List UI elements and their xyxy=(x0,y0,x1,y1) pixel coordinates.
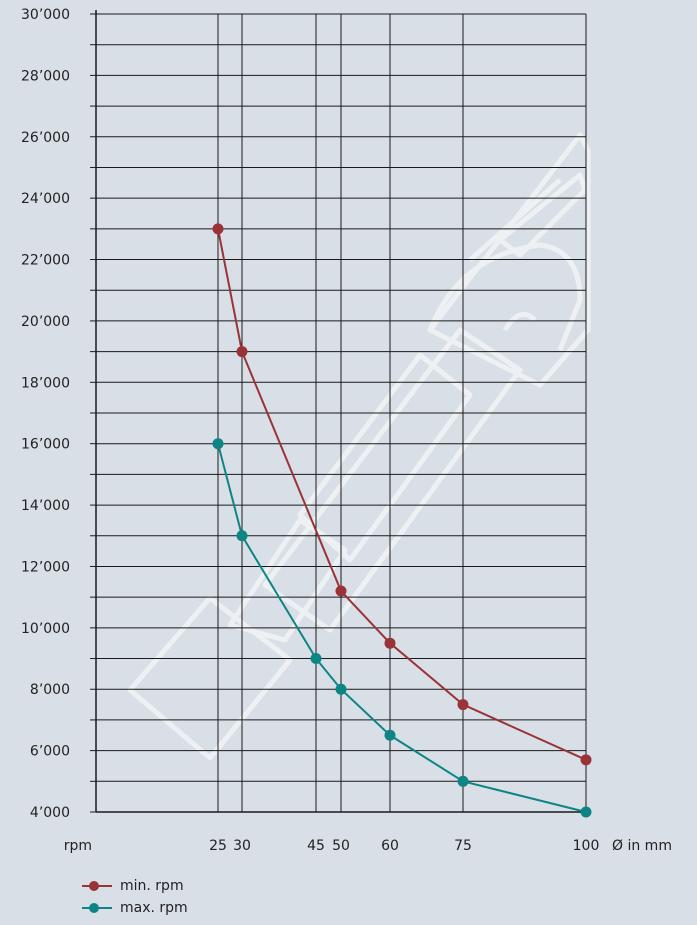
legend-item-max-rpm: max. rpm xyxy=(82,897,188,919)
x-tick-label: 100 xyxy=(573,838,600,854)
x-axis-label: Ø in mm xyxy=(612,838,672,854)
y-tick-label: 4’000 xyxy=(30,805,70,821)
y-tick-label: 22’000 xyxy=(21,253,70,269)
y-tick-label: 20’000 xyxy=(21,314,70,330)
chart-series xyxy=(212,223,592,818)
data-point-max-rpm xyxy=(335,683,347,695)
data-point-min-rpm xyxy=(384,637,396,649)
y-tick-label: 24’000 xyxy=(21,191,70,207)
x-tick-label: 25 xyxy=(209,838,227,854)
y-tick-label: 12’000 xyxy=(21,559,70,575)
legend-item-min-rpm: min. rpm xyxy=(82,875,188,897)
y-tick-label: 18’000 xyxy=(21,375,70,391)
data-point-max-rpm xyxy=(580,806,592,818)
y-tick-label: 26’000 xyxy=(21,130,70,146)
y-tick-label: 28’000 xyxy=(21,68,70,84)
chart-legend: min. rpm max. rpm xyxy=(82,875,188,919)
x-tick-label: 75 xyxy=(454,838,472,854)
y-tick-label: 6’000 xyxy=(30,744,70,760)
data-point-max-rpm xyxy=(457,775,469,787)
data-point-max-rpm xyxy=(384,729,396,741)
x-tick-label: 30 xyxy=(233,838,251,854)
legend-swatch-max-rpm xyxy=(82,903,112,913)
y-tick-label: 8’000 xyxy=(30,682,70,698)
data-point-min-rpm xyxy=(580,754,592,766)
y-axis-label: rpm xyxy=(64,838,92,854)
data-point-min-rpm xyxy=(457,699,469,711)
legend-label-max-rpm: max. rpm xyxy=(120,900,188,916)
data-point-min-rpm xyxy=(236,346,248,358)
data-point-max-rpm xyxy=(212,438,224,450)
data-point-max-rpm xyxy=(310,653,322,665)
y-tick-label: 16’000 xyxy=(21,437,70,453)
y-tick-label: 14’000 xyxy=(21,498,70,514)
x-tick-label: 50 xyxy=(332,838,350,854)
x-tick-label: 60 xyxy=(381,838,399,854)
x-tick-label: 45 xyxy=(307,838,325,854)
y-tick-label: 30’000 xyxy=(21,7,70,23)
y-tick-label: 10’000 xyxy=(21,621,70,637)
data-point-max-rpm xyxy=(236,530,248,542)
chart-axes xyxy=(90,10,586,813)
data-point-min-rpm xyxy=(212,223,224,235)
data-point-min-rpm xyxy=(335,585,347,597)
legend-swatch-min-rpm xyxy=(82,881,112,891)
chart-labels: 30’000 28’000 26’000 24’000 22’000 20’000 18’0… xyxy=(21,7,672,854)
series-line-min-rpm xyxy=(217,228,587,761)
legend-label-min-rpm: min. rpm xyxy=(120,878,184,894)
